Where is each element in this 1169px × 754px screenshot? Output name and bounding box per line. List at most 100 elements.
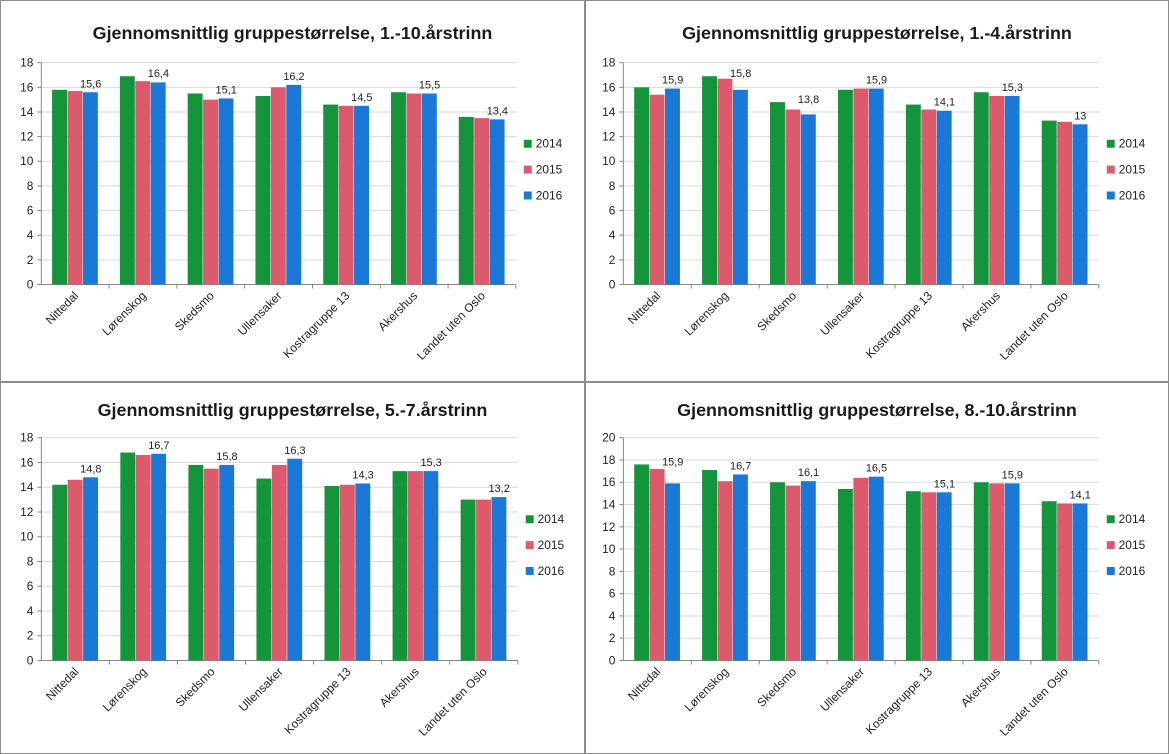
y-tick-label: 10 xyxy=(602,542,616,556)
bar xyxy=(52,484,68,661)
bar xyxy=(770,482,785,661)
category-label: Skedsmo xyxy=(172,288,217,333)
bar xyxy=(973,92,989,285)
bar xyxy=(83,477,99,661)
legend-label: 2016 xyxy=(536,188,563,202)
category-label: Akershus xyxy=(377,665,422,710)
y-tick-label: 12 xyxy=(20,130,34,144)
data-label: 13 xyxy=(1074,110,1086,122)
bar xyxy=(936,492,952,661)
legend-label: 2014 xyxy=(538,512,565,526)
y-tick-label: 0 xyxy=(27,653,34,667)
bar xyxy=(1057,503,1073,661)
bar xyxy=(460,499,476,661)
bar xyxy=(634,87,650,285)
y-tick-label: 0 xyxy=(609,277,616,291)
bar xyxy=(203,99,218,285)
bar xyxy=(853,88,869,285)
category-label: Skedsmo xyxy=(754,288,799,333)
bar xyxy=(649,468,665,661)
data-label: 15,9 xyxy=(1002,469,1023,481)
category-label: Ullensaker xyxy=(235,289,285,339)
category-label: Skedsmo xyxy=(173,664,218,709)
legend-label: 2014 xyxy=(536,137,563,151)
y-tick-label: 2 xyxy=(609,631,616,645)
bar xyxy=(732,474,748,661)
legend-swatch xyxy=(1106,139,1115,148)
chart-title: Gjennomsnittlig gruppestørrelse, 1.-4.år… xyxy=(682,23,1072,43)
data-label: 16,7 xyxy=(148,440,169,452)
data-label: 15,8 xyxy=(216,451,237,463)
legend-swatch xyxy=(523,139,532,148)
bar xyxy=(219,464,235,661)
bar xyxy=(1004,95,1020,285)
bar-chart: Gjennomsnittlig gruppestørrelse, 1.-4.år… xyxy=(602,23,1146,363)
bar xyxy=(458,116,474,285)
y-tick-label: 16 xyxy=(20,80,34,94)
bar xyxy=(702,470,718,661)
bar xyxy=(203,468,219,661)
data-label: 14,8 xyxy=(80,463,101,475)
data-label: 16,1 xyxy=(798,467,819,479)
data-label: 16,5 xyxy=(866,463,887,475)
y-tick-label: 6 xyxy=(609,587,616,601)
chart-title: Gjennomsnittlig gruppestørrelse, 8.-10.å… xyxy=(677,400,1077,420)
bar xyxy=(717,78,733,285)
bar xyxy=(255,95,271,285)
category-label: Ullensaker xyxy=(817,665,867,715)
bar xyxy=(989,95,1005,285)
data-label: 16,3 xyxy=(284,445,305,457)
bar xyxy=(868,476,884,661)
bar xyxy=(188,464,204,661)
bar xyxy=(67,91,83,285)
y-tick-label: 8 xyxy=(27,179,34,193)
y-tick-label: 14 xyxy=(602,105,616,119)
bar xyxy=(354,105,369,285)
bar xyxy=(391,92,406,285)
bar xyxy=(921,492,937,661)
bar xyxy=(489,119,505,285)
data-label: 15,5 xyxy=(419,80,440,92)
category-label: Kostragruppe 13 xyxy=(281,664,353,736)
bar xyxy=(1041,501,1057,661)
legend-label: 2016 xyxy=(1119,188,1146,202)
category-label: Landet uten Oslo xyxy=(414,288,488,362)
data-label: 16,4 xyxy=(148,68,169,80)
category-label: Landet uten Oslo xyxy=(997,288,1071,362)
bar xyxy=(421,93,437,285)
category-label: Landet uten Oslo xyxy=(416,664,490,738)
bar xyxy=(837,89,853,285)
data-label: 13,2 xyxy=(489,483,510,495)
chart-panel-8-10: Gjennomsnittlig gruppestørrelse, 8.-10.å… xyxy=(585,382,1169,754)
bar xyxy=(339,484,355,661)
category-label: Akershus xyxy=(958,289,1003,334)
bar xyxy=(665,483,680,661)
y-tick-label: 8 xyxy=(609,564,616,578)
bar xyxy=(82,92,98,285)
category-label: Skedsmo xyxy=(754,664,799,709)
bar xyxy=(1041,120,1057,285)
data-label: 15,3 xyxy=(1002,82,1023,94)
legend-swatch xyxy=(1106,541,1115,550)
bar xyxy=(407,471,423,661)
data-label: 15,3 xyxy=(420,457,441,469)
bar xyxy=(218,98,234,285)
data-label: 15,9 xyxy=(662,75,683,87)
bar-chart: Gjennomsnittlig gruppestørrelse, 8.-10.å… xyxy=(602,400,1145,739)
y-tick-label: 18 xyxy=(20,56,34,70)
bar xyxy=(476,499,491,661)
legend-swatch xyxy=(1106,165,1115,174)
bar xyxy=(905,104,921,285)
bar xyxy=(989,483,1005,661)
bar xyxy=(770,102,785,285)
category-label: Nittedal xyxy=(625,289,663,327)
chart-panel-1-10: Gjennomsnittlig gruppestørrelse, 1.-10.å… xyxy=(0,0,585,382)
y-tick-label: 4 xyxy=(609,228,616,242)
category-label: Kostragruppe 13 xyxy=(863,288,935,360)
y-tick-label: 18 xyxy=(602,453,616,467)
data-label: 16,7 xyxy=(730,460,751,472)
category-label: Kostragruppe 13 xyxy=(280,288,352,360)
bar xyxy=(634,464,650,661)
legend-swatch xyxy=(523,191,532,200)
bar xyxy=(392,471,408,661)
